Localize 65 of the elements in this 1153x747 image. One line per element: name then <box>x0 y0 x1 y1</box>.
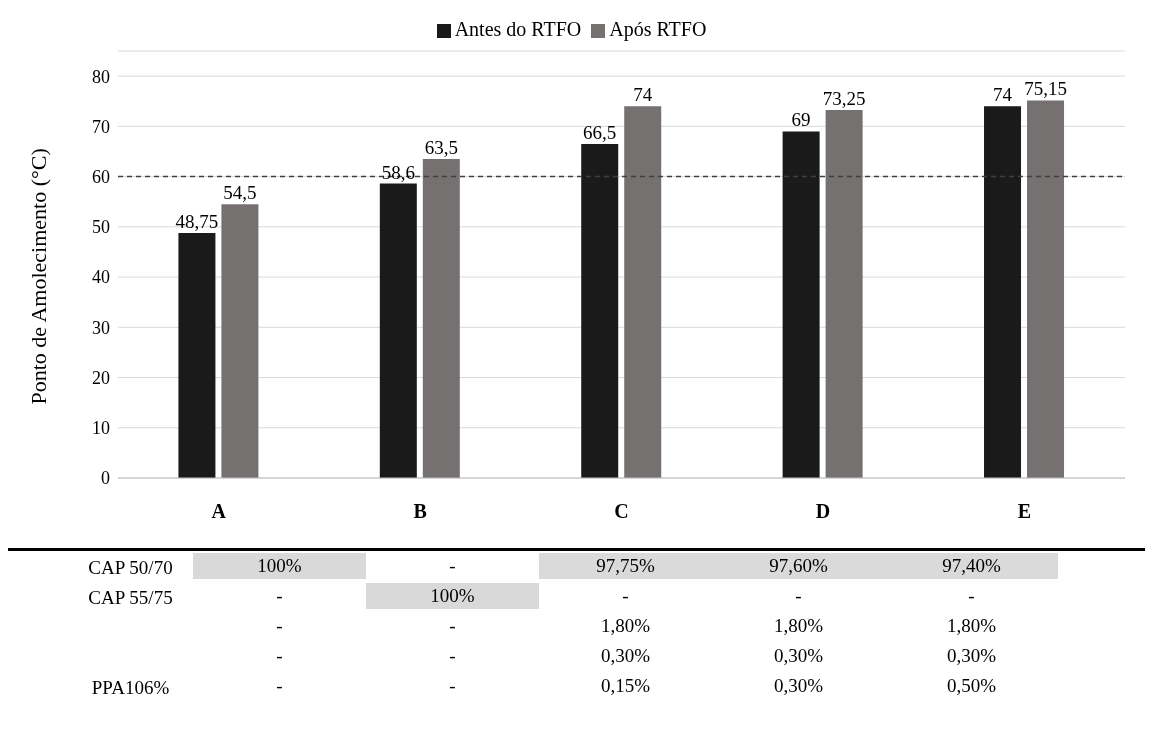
bar <box>1027 100 1065 478</box>
text: - <box>449 555 456 576</box>
data-label: 0,30% <box>772 644 825 668</box>
data-label: 66,5 <box>583 121 617 143</box>
y-axis-title: Ponto de Amolecimento (°C) <box>25 148 51 405</box>
data-label: 0,15% <box>599 674 652 698</box>
data-label: 1,80% <box>885 613 1058 639</box>
data-label: 97,40% <box>885 553 1058 579</box>
y-tick-label: 50 <box>92 217 110 238</box>
data-label: 100% <box>366 583 539 609</box>
x-tick-label: C <box>614 500 629 523</box>
text: - <box>276 615 283 636</box>
data-label: 63,5 <box>424 137 458 159</box>
text: - <box>276 585 283 606</box>
text: - <box>276 675 283 696</box>
data-label: 54,5 <box>223 182 257 204</box>
y-tick-label: 40 <box>92 267 110 288</box>
data-label: 1,80% <box>712 613 885 639</box>
y-tick-label: 20 <box>92 367 110 388</box>
bar <box>581 143 619 478</box>
bar <box>379 183 417 478</box>
text: - <box>449 645 456 666</box>
text: - <box>795 585 802 606</box>
data-label: 0,30% <box>772 674 825 698</box>
data-label: 74 <box>993 84 1013 106</box>
y-tick-label: CAP 50/70 <box>87 557 174 579</box>
bar <box>984 106 1022 478</box>
text: - <box>276 645 283 666</box>
y-tick-label: 80 <box>92 66 110 87</box>
data-label: 0,30% <box>945 644 998 668</box>
bar <box>624 106 662 478</box>
y-tick-label: 70 <box>92 116 110 137</box>
y-tick-label: 10 <box>92 418 110 439</box>
data-label: 97,75% <box>539 553 712 579</box>
data-label: 48,75 <box>175 211 219 233</box>
data-label: 75,15 <box>1024 78 1067 100</box>
y-tick-label: 30 <box>92 317 110 338</box>
x-tick-label: B <box>413 500 427 523</box>
data-label: 69 <box>791 109 811 131</box>
data-label: 1,80% <box>539 613 712 639</box>
bar <box>221 204 259 478</box>
data-label: 0,30% <box>599 644 652 668</box>
bar <box>782 131 820 478</box>
bar <box>825 110 863 478</box>
bar <box>422 159 460 478</box>
y-tick-label: CAP 55/75 <box>87 587 174 609</box>
text: - <box>449 675 456 696</box>
text: - <box>968 585 975 606</box>
text: - <box>449 615 456 636</box>
x-tick-label: E <box>1017 500 1031 523</box>
data-label: 100% <box>193 553 366 579</box>
bar <box>178 233 216 478</box>
legend-label: Antes do RTFO <box>454 18 582 40</box>
legend-label: Após RTFO <box>609 18 707 40</box>
y-tick-label: 60 <box>92 166 110 187</box>
y-tick-label: PPA106% <box>90 677 171 699</box>
y-tick-label: 0 <box>101 468 110 489</box>
data-label: 73,25 <box>822 88 866 110</box>
data-label: 58,6 <box>381 161 415 183</box>
text: - <box>622 585 629 606</box>
data-label: 74 <box>633 84 653 106</box>
data-label: 97,60% <box>712 553 885 579</box>
x-tick-label: A <box>211 500 227 523</box>
x-tick-label: D <box>815 500 831 523</box>
data-label: 0,50% <box>945 674 998 698</box>
